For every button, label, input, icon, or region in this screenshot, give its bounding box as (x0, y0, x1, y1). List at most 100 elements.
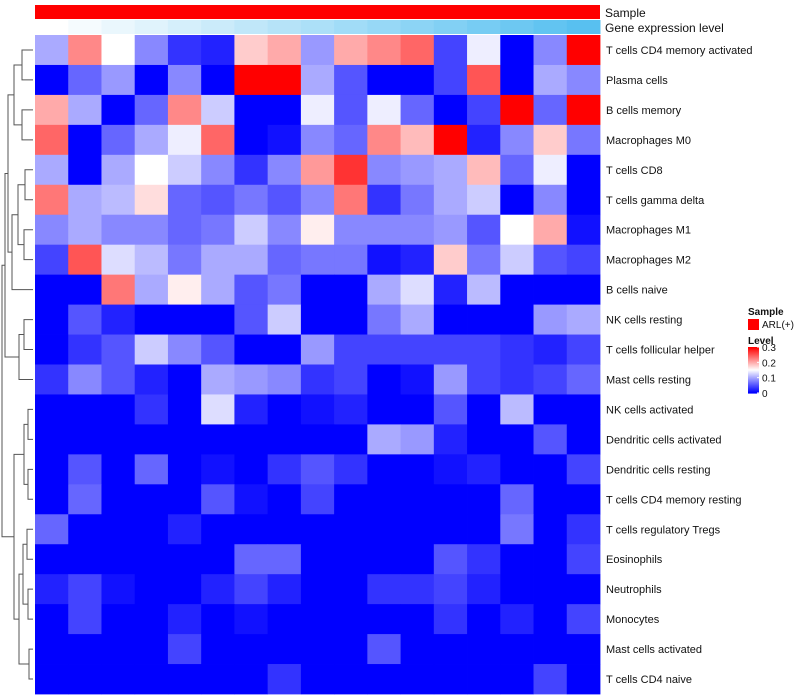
heatmap-cell (334, 304, 368, 335)
heatmap-cell (68, 364, 102, 395)
heatmap-cell (300, 364, 335, 395)
heatmap-cell (101, 664, 136, 695)
heatmap-cell (101, 544, 136, 575)
heatmap-cell (68, 35, 102, 66)
heatmap-cell (134, 424, 169, 455)
heatmap-cell (201, 484, 235, 515)
level-legend-gradient-step (748, 373, 759, 375)
gene-expression-annotation-cell (400, 20, 435, 34)
row-label: T cells CD4 memory activated (606, 45, 753, 57)
heatmap-cell (533, 154, 568, 186)
heatmap-cell (334, 64, 368, 96)
heatmap-cell (566, 334, 601, 365)
heatmap-cells (35, 35, 601, 695)
heatmap-cell (467, 94, 501, 126)
heatmap-cell (167, 604, 202, 635)
heatmap-cell (68, 394, 102, 425)
heatmap-cell (566, 304, 601, 335)
heatmap-cell (533, 124, 568, 156)
heatmap-cell (334, 214, 368, 246)
heatmap-cell (267, 574, 302, 605)
heatmap-cell (400, 154, 435, 186)
level-legend-gradient-step (748, 363, 759, 365)
heatmap-cell (400, 304, 435, 335)
level-legend-tick-label: 0.3 (762, 343, 776, 354)
heatmap-cell (35, 574, 69, 605)
row-label: Mast cells resting (606, 374, 691, 386)
dendrogram-branch (11, 214, 33, 291)
gene-expression-annotation-cell (433, 20, 468, 34)
heatmap-cell (300, 634, 335, 665)
heatmap-cell (267, 214, 302, 246)
heatmap-cell (533, 304, 568, 335)
heatmap-cell (433, 274, 468, 305)
heatmap-cell (533, 94, 568, 126)
level-legend-gradient-step (748, 389, 759, 391)
heatmap-cell (433, 484, 468, 515)
heatmap-cell (167, 364, 202, 395)
heatmap-cell (533, 184, 568, 216)
heatmap-cell (400, 334, 435, 365)
dendrogram-branch (21, 49, 33, 81)
heatmap-cell (68, 664, 102, 695)
heatmap-cell (400, 514, 435, 545)
heatmap-cell (566, 634, 601, 665)
level-legend-gradient-step (748, 368, 759, 370)
heatmap-cell (300, 124, 335, 156)
heatmap-cell (566, 604, 601, 635)
heatmap-cell (101, 484, 136, 515)
heatmap-cell (234, 664, 269, 695)
heatmap-cell (267, 514, 302, 545)
heatmap-cell (201, 424, 235, 455)
heatmap-cell (367, 154, 401, 186)
heatmap-cell (566, 214, 601, 246)
dendrogram-branch (23, 423, 28, 485)
heatmap-cell (533, 454, 568, 485)
heatmap-cell (533, 424, 568, 455)
heatmap-cell (500, 544, 534, 575)
heatmap-cell (234, 514, 269, 545)
level-legend-gradient-step (748, 353, 759, 355)
gene-expression-annotation-cell (68, 20, 102, 34)
heatmap-cell (533, 64, 568, 96)
heatmap-cell (566, 35, 601, 66)
heatmap-cell (467, 544, 501, 575)
heatmap-cell (500, 664, 534, 695)
heatmap-cell (467, 484, 501, 515)
level-legend-gradient-step (748, 364, 759, 366)
level-legend-gradient-step (748, 349, 759, 351)
gene-expression-annotation-cell (566, 20, 601, 34)
heatmap-cell (400, 604, 435, 635)
heatmap-cell (167, 664, 202, 695)
row-dendrogram (1, 49, 33, 680)
heatmap-cell (134, 184, 169, 216)
heatmap-cell (101, 64, 136, 96)
heatmap-cell (35, 424, 69, 455)
heatmap-cell (433, 424, 468, 455)
heatmap-cell (300, 484, 335, 515)
level-legend-gradient-step (748, 370, 759, 372)
heatmap-cell (167, 304, 202, 335)
level-legend-gradient-step (748, 358, 759, 360)
heatmap-cell (433, 244, 468, 276)
heatmap-cell (400, 574, 435, 605)
heatmap-cell (433, 454, 468, 485)
heatmap-cell (68, 484, 102, 515)
heatmap-cell (201, 214, 235, 246)
heatmap-cell (35, 35, 69, 66)
heatmap-cell (68, 454, 102, 485)
heatmap-cell (101, 214, 136, 246)
heatmap-cell (400, 544, 435, 575)
heatmap-cell (400, 244, 435, 276)
heatmap-cell (267, 184, 302, 216)
heatmap-cell (35, 514, 69, 545)
heatmap-cell (35, 634, 69, 665)
heatmap-cell (467, 64, 501, 96)
heatmap-cell (367, 124, 401, 156)
level-legend-gradient-step (748, 384, 759, 386)
heatmap-cell (566, 184, 601, 216)
heatmap-cell (500, 154, 534, 186)
heatmap-cell (35, 334, 69, 365)
heatmap-cell (101, 394, 136, 425)
heatmap-cell (201, 64, 235, 96)
